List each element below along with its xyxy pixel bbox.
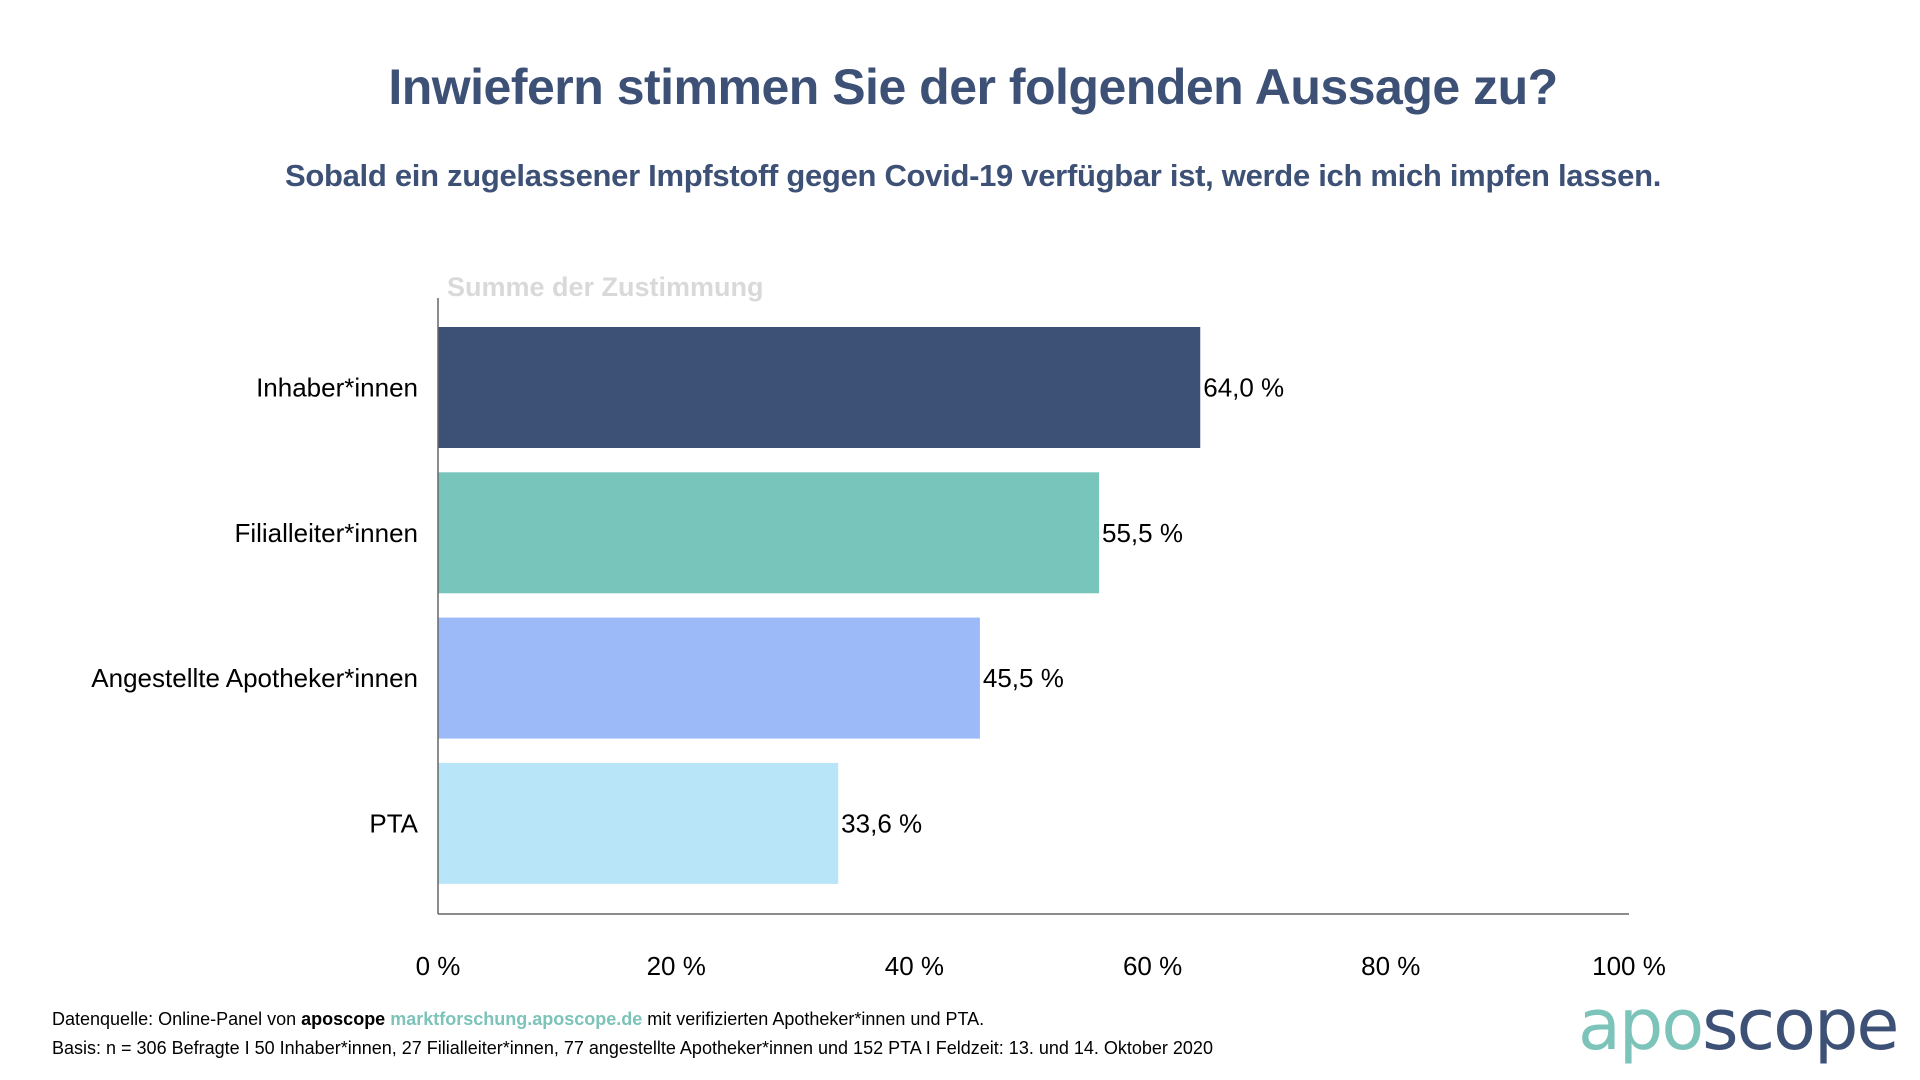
value-label-2: 45,5 % xyxy=(983,663,1064,693)
aposcope-logo: aposcope xyxy=(1578,990,1899,1060)
footer-line-2: Basis: n = 306 Befragte I 50 Inhaber*inn… xyxy=(52,1038,1213,1058)
chart-subtitle: Sobald ein zugelassener Impfstoff gegen … xyxy=(284,158,1662,193)
value-label-0: 64,0 % xyxy=(1203,373,1284,403)
bar-2 xyxy=(438,617,980,739)
category-label-0: Inhaber*innen xyxy=(256,373,418,403)
footer-source-suffix: mit verifizierten Apotheker*innen und PT… xyxy=(642,1009,985,1029)
x-tick-label-5: 100 % xyxy=(1592,951,1666,981)
value-label-3: 33,6 % xyxy=(841,808,922,838)
logo-part-scope: scope xyxy=(1702,984,1899,1066)
footer-brand: aposcope xyxy=(301,1009,386,1029)
logo-part-apo: apo xyxy=(1578,984,1704,1066)
x-tick-label-0: 0 % xyxy=(416,951,461,981)
x-tick-label-3: 60 % xyxy=(1123,951,1182,981)
labels-layer: Inhaber*innen 64,0 % Filialleiter*innen 55,… xyxy=(91,373,1284,839)
chart-title: Inwiefern stimmen Sie der folgenden Auss… xyxy=(388,59,1558,115)
footer-link[interactable]: marktforschung.aposcope.de xyxy=(390,1009,643,1029)
x-tick-labels: 0 % 20 % 40 % 60 % 80 % 100 % xyxy=(416,951,1666,981)
x-tick-label-2: 40 % xyxy=(885,951,944,981)
bar-3 xyxy=(438,762,839,884)
category-label-2: Angestellte Apotheker*innen xyxy=(91,663,418,693)
value-label-1: 55,5 % xyxy=(1102,518,1183,548)
footer-source: Datenquelle: Online-Panel von aposcope m… xyxy=(52,1005,1213,1063)
footer-source-prefix: Datenquelle: Online-Panel von xyxy=(52,1009,302,1029)
category-label-3: PTA xyxy=(369,808,418,838)
x-tick-label-1: 20 % xyxy=(647,951,706,981)
bar-chart: Summe der Zustimmung Inhaber*innen 64,0 %… xyxy=(91,272,1666,981)
footer-line-1: Datenquelle: Online-Panel von aposcope m… xyxy=(52,1005,1213,1034)
x-tick-label-4: 80 % xyxy=(1361,951,1420,981)
bars-layer xyxy=(438,327,1201,884)
bar-0 xyxy=(438,327,1201,448)
series-label: Summe der Zustimmung xyxy=(447,272,764,302)
bar-1 xyxy=(438,472,1100,594)
category-label-1: Filialleiter*innen xyxy=(234,518,418,548)
